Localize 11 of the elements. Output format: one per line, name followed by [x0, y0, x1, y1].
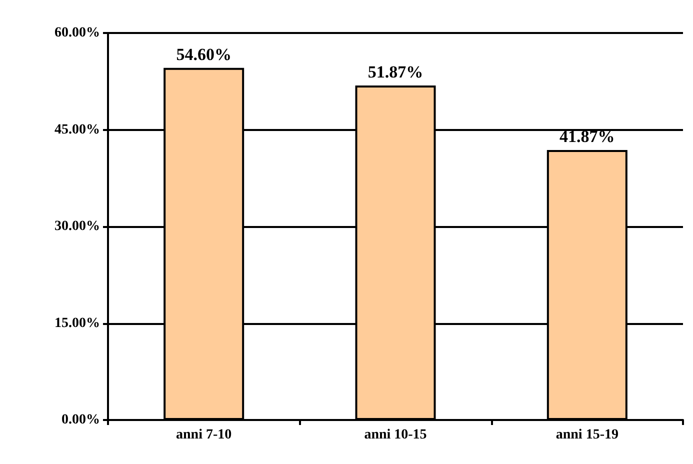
x-tick-label: anni 10-15 — [364, 428, 427, 442]
x-tick-label: anni 7-10 — [176, 428, 232, 442]
y-tick-label: 15.00% — [54, 316, 100, 331]
data-label: 54.60% — [176, 44, 232, 64]
y-tick-label: 45.00% — [54, 122, 100, 138]
x-tick-label: anni 15-19 — [556, 428, 618, 442]
y-tick-label: 60.00% — [54, 26, 100, 40]
y-tick-label: 30.00% — [54, 219, 100, 234]
y-tick-label: 0.00% — [62, 412, 100, 428]
data-label: 51.87% — [368, 62, 424, 82]
data-label: 41.87% — [560, 126, 615, 146]
